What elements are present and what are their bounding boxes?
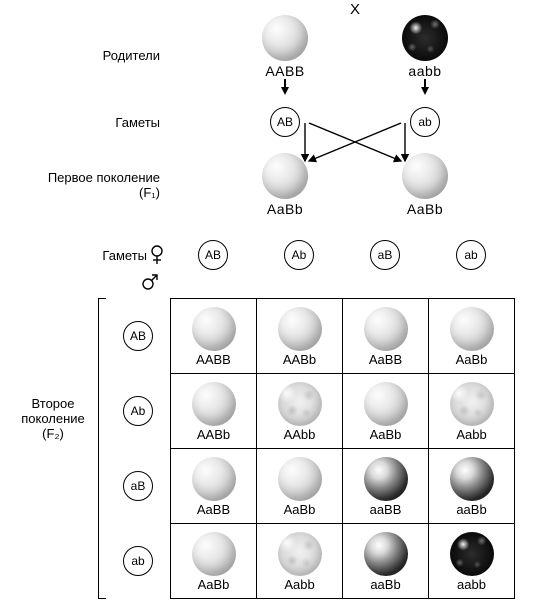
cell-fruit bbox=[192, 457, 236, 501]
punnett-cell: aabb bbox=[429, 524, 515, 599]
col-gamete-2: aB bbox=[370, 240, 400, 270]
arrow-down-icon bbox=[421, 87, 429, 95]
f1-right-genotype: AaBb bbox=[407, 201, 443, 217]
cell-genotype: AaBB bbox=[369, 352, 402, 367]
cell-genotype: Aabb bbox=[456, 427, 486, 442]
punnett-row-headers: AB Ab aB ab bbox=[106, 298, 170, 599]
punnett-cell: AABb bbox=[171, 374, 257, 449]
cell-fruit bbox=[278, 382, 322, 426]
punnett-cell: aaBB bbox=[343, 449, 429, 524]
bracket-icon bbox=[98, 298, 106, 599]
row-gamete-1: Ab bbox=[123, 396, 153, 426]
cell-fruit bbox=[450, 532, 494, 576]
cell-genotype: aabb bbox=[457, 577, 486, 592]
gametes-row: Гаметы AB ab bbox=[12, 98, 538, 146]
cell-fruit bbox=[364, 532, 408, 576]
gametes-header-label: Гаметы bbox=[102, 248, 147, 263]
punnett-cell: Aabb bbox=[429, 374, 515, 449]
cell-fruit bbox=[450, 457, 494, 501]
cell-fruit bbox=[278, 457, 322, 501]
cell-fruit bbox=[364, 382, 408, 426]
female-icon bbox=[150, 245, 164, 265]
parent-2: aabb bbox=[375, 15, 475, 95]
parent-1-genotype: AABB bbox=[265, 63, 304, 79]
cell-genotype: Aabb bbox=[284, 577, 314, 592]
punnett-cell: AaBb bbox=[429, 299, 515, 374]
col-gamete-1: Ab bbox=[284, 240, 314, 270]
cell-genotype: aaBB bbox=[370, 502, 402, 517]
cell-fruit bbox=[192, 532, 236, 576]
parents-label: Родители bbox=[12, 48, 172, 63]
f1-row: Первое поколение (F₁) AаBb AaBb bbox=[12, 146, 538, 224]
f1-label: Первое поколение (F₁) bbox=[12, 170, 172, 200]
parent-2-fruit bbox=[402, 15, 448, 61]
f1-left-genotype: AаBb bbox=[267, 201, 303, 217]
punnett-cell: AABB bbox=[171, 299, 257, 374]
cell-fruit bbox=[278, 307, 322, 351]
cell-fruit bbox=[364, 457, 408, 501]
punnett-cell: AaBb bbox=[257, 449, 343, 524]
f1-right: AaBb bbox=[375, 153, 475, 217]
f2-label: Второе поколение (F₂) bbox=[12, 238, 94, 599]
parent-1: AABB bbox=[235, 15, 335, 95]
punnett-section: Второе поколение (F₂) Гаметы AB Ab aB ab bbox=[12, 238, 538, 599]
cell-fruit bbox=[192, 307, 236, 351]
parent-2-genotype: aabb bbox=[408, 63, 441, 79]
cell-genotype: AaBb bbox=[198, 577, 230, 592]
punnett-cell: Aabb bbox=[257, 524, 343, 599]
punnett-cell: aaBb bbox=[429, 449, 515, 524]
row-gamete-2: aB bbox=[123, 471, 153, 501]
row-gamete-0: AB bbox=[123, 321, 153, 351]
punnett-grid: AABB AABb AaBB AaBb AABb AAbb AaBb Aabb AaBB AaBb… bbox=[170, 298, 515, 599]
parent-1-fruit bbox=[262, 15, 308, 61]
col-gamete-0: AB bbox=[198, 240, 228, 270]
f1-right-fruit bbox=[402, 153, 448, 199]
col-gamete-3: ab bbox=[456, 240, 486, 270]
parents-row: Родители AABB X aabb bbox=[12, 12, 538, 98]
gametes-label: Гаметы bbox=[12, 115, 172, 130]
punnett-col-headers: Гаметы AB Ab aB ab bbox=[94, 238, 538, 272]
cell-genotype: AABB bbox=[196, 352, 231, 367]
f1-left-fruit bbox=[262, 153, 308, 199]
male-icon bbox=[140, 272, 160, 292]
cell-fruit bbox=[192, 382, 236, 426]
cross-symbol: X bbox=[335, 1, 375, 18]
punnett-cell: AAbb bbox=[257, 374, 343, 449]
punnett-cell: AaBb bbox=[343, 374, 429, 449]
cell-genotype: AABb bbox=[197, 427, 230, 442]
cell-fruit bbox=[278, 532, 322, 576]
punnett-cell: AaBb bbox=[171, 524, 257, 599]
cell-fruit bbox=[450, 382, 494, 426]
arrow-down-icon bbox=[281, 87, 289, 95]
cell-genotype: AaBb bbox=[370, 427, 402, 442]
cell-genotype: AABb bbox=[283, 352, 316, 367]
cell-genotype: AaBb bbox=[284, 502, 316, 517]
cell-genotype: AaBb bbox=[456, 352, 488, 367]
cell-genotype: AAbb bbox=[284, 427, 316, 442]
f1-left: AаBb bbox=[235, 153, 335, 217]
cell-genotype: AaBB bbox=[197, 502, 230, 517]
punnett-cell: AaBB bbox=[343, 299, 429, 374]
cell-fruit bbox=[364, 307, 408, 351]
punnett-cell: aaBb bbox=[343, 524, 429, 599]
punnett-cell: AABb bbox=[257, 299, 343, 374]
punnett-cell: AaBB bbox=[171, 449, 257, 524]
cell-genotype: aaBb bbox=[456, 502, 486, 517]
cell-fruit bbox=[450, 307, 494, 351]
row-gamete-3: ab bbox=[123, 546, 153, 576]
cell-genotype: aaBb bbox=[370, 577, 400, 592]
